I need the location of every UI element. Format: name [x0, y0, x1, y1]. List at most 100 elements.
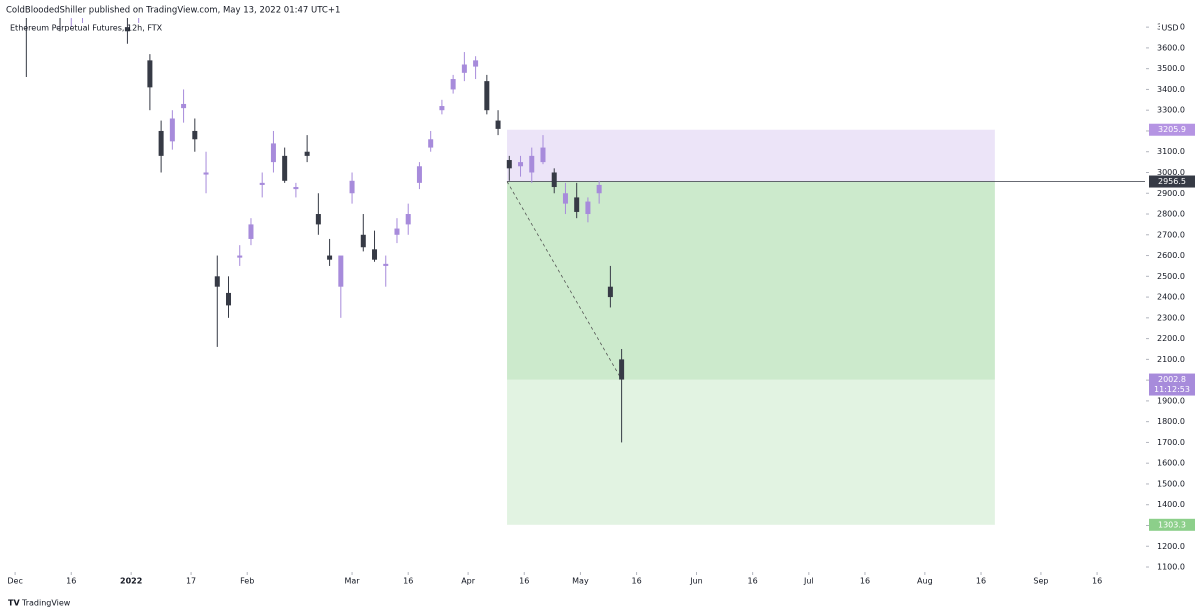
- y-tick-label: 2800.0: [1157, 210, 1185, 219]
- x-tick-label: 16: [748, 577, 758, 586]
- x-tick-label: 16: [976, 577, 986, 586]
- x-tick-label: Dec: [7, 577, 22, 586]
- candle-body: [619, 359, 625, 380]
- candle-body: [338, 255, 344, 287]
- y-tick-label: 3300.0: [1157, 106, 1185, 115]
- candle-body: [349, 180, 355, 194]
- y-tick-label: 2600.0: [1157, 251, 1185, 260]
- x-tick-label: 17: [186, 577, 196, 586]
- candle-body: [315, 214, 321, 225]
- candle-body: [304, 151, 310, 156]
- candle-body: [562, 193, 568, 204]
- y-tick-label: 3100.0: [1157, 147, 1185, 156]
- last-price-bg: [1149, 373, 1195, 396]
- open-profit-zone: [507, 181, 995, 380]
- target-label: 1303.3: [1158, 520, 1186, 529]
- y-tick-label: 3400.0: [1157, 85, 1185, 94]
- x-tick-label: May: [572, 577, 589, 586]
- candle-body: [394, 228, 400, 235]
- x-tick-label: Aug: [917, 577, 933, 586]
- y-tick-label: 2400.0: [1157, 293, 1185, 302]
- candle-body: [506, 160, 512, 169]
- y-tick-label: 1500.0: [1157, 479, 1185, 488]
- candle-body: [428, 139, 434, 148]
- candle-body: [192, 130, 198, 140]
- logo: TV: [8, 599, 20, 608]
- candle-body: [383, 263, 389, 266]
- header: ColdBloodedShiller published on TradingV…: [6, 6, 340, 16]
- y-tick-label: 2200.0: [1157, 334, 1185, 343]
- candle-body: [214, 276, 220, 287]
- axes: 1100.01200.01300.01400.01500.01600.01700…: [7, 23, 1195, 586]
- candle-body: [574, 197, 580, 212]
- candle-body: [248, 224, 254, 239]
- target-label-bg: [1149, 518, 1195, 531]
- y-tick-label: 1400.0: [1157, 500, 1185, 509]
- candle-body: [585, 201, 591, 215]
- y-tick-label: 3600.0: [1157, 43, 1185, 52]
- candle-body: [360, 234, 366, 248]
- footer: TradingView: [21, 599, 71, 608]
- x-tick-label: Sep: [1033, 577, 1048, 586]
- currency-box: [1160, 22, 1180, 34]
- y-tick-label: 2700.0: [1157, 230, 1185, 239]
- candle-body: [473, 60, 479, 67]
- candles: [25, 18, 625, 443]
- y-tick-label: 2500.0: [1157, 272, 1185, 281]
- candle-body: [518, 162, 524, 167]
- candle-body: [169, 118, 175, 142]
- x-tick-label: 16: [66, 577, 76, 586]
- candle-body: [327, 255, 333, 260]
- stop-label: 3205.9: [1158, 125, 1186, 134]
- x-tick-label: 16: [860, 577, 870, 586]
- candle-body: [203, 172, 209, 175]
- candle-body: [607, 286, 613, 298]
- candle-body: [596, 184, 602, 194]
- y-tick-label: 1200.0: [1157, 542, 1185, 551]
- currency: USD: [1161, 24, 1178, 33]
- candle-body: [181, 103, 187, 109]
- candle-body: [540, 147, 546, 163]
- chart-title: Ethereum Perpetual Futures, 12h, FTX: [10, 24, 163, 33]
- candle-body: [158, 130, 164, 156]
- y-tick-label: 3000.0: [1157, 168, 1185, 177]
- position-layer: [506, 129, 1145, 525]
- x-tick-label: Apr: [461, 577, 476, 586]
- candle-body: [147, 60, 153, 88]
- x-tick-label: Jun: [689, 577, 703, 586]
- stop-zone: [507, 129, 995, 182]
- entry-label-bg: [1149, 175, 1195, 188]
- x-tick-label: 16: [519, 577, 529, 586]
- candle-body: [461, 64, 467, 73]
- y-tick-label: 1800.0: [1157, 417, 1185, 426]
- x-tick-label: 2022: [120, 577, 142, 586]
- candle-body: [237, 255, 243, 258]
- candle-body: [124, 27, 130, 32]
- candle-body: [495, 120, 501, 129]
- candle-body: [439, 106, 445, 111]
- target-zone: [507, 181, 995, 525]
- candle-body: [372, 249, 378, 260]
- x-tick-label: 16: [403, 577, 413, 586]
- y-tick-label: 1900.0: [1157, 396, 1185, 405]
- candle-body: [551, 172, 557, 188]
- candle-body: [484, 81, 490, 111]
- x-tick-label: Mar: [345, 577, 361, 586]
- trade-path: [506, 181, 622, 380]
- y-tick-label: 3500.0: [1157, 64, 1185, 73]
- y-tick-label: 2100.0: [1157, 355, 1185, 364]
- entry-label: 2956.5: [1158, 177, 1186, 186]
- candle-body: [529, 155, 535, 173]
- candle-body: [259, 182, 265, 185]
- x-tick-label: Jul: [803, 577, 814, 586]
- candle-body: [226, 292, 232, 306]
- candle-body: [293, 187, 299, 190]
- stop-label-bg: [1149, 123, 1195, 136]
- x-tick-label: Feb: [240, 577, 254, 586]
- y-tick-label: 2900.0: [1157, 189, 1185, 198]
- candle-body: [405, 214, 411, 225]
- candle-body: [270, 143, 276, 163]
- x-tick-label: 16: [1092, 577, 1102, 586]
